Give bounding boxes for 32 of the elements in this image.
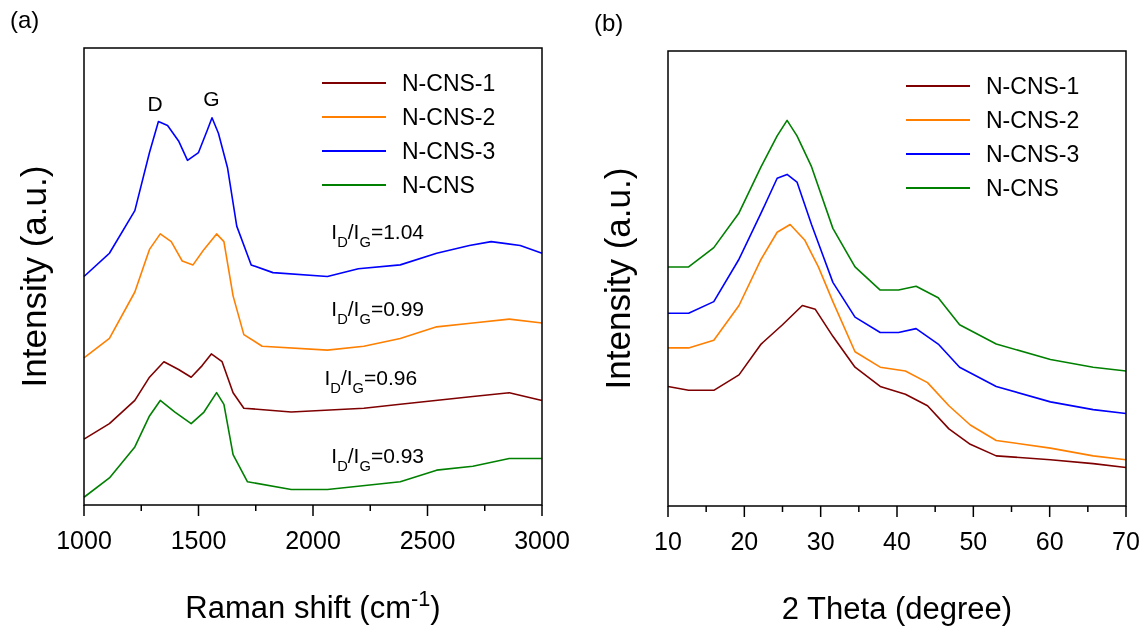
x-tick-label: 60 — [1035, 527, 1064, 555]
annotation: I$_{D}$/I$_{G}$=0.99 — [331, 297, 425, 328]
x-axis-title: Raman shift (cm$^{-1}$) — [185, 585, 441, 625]
x-tick-label: 30 — [806, 527, 835, 555]
text: D — [147, 91, 163, 115]
legend-label: N-CNS — [402, 172, 475, 198]
annotation: I$_{D}$/I$_{G}$=1.04 — [331, 219, 425, 250]
annotation: I$_{D}$/I$_{G}$=0.93 — [331, 443, 425, 474]
legend-label: N-CNS-3 — [986, 141, 1080, 167]
legend-label: N-CNS-1 — [986, 73, 1080, 99]
chart-title: (b) — [594, 9, 624, 36]
legend-label: N-CNS-3 — [402, 138, 496, 164]
x-tick-label: 50 — [959, 527, 988, 555]
annotation: I$_{D}$/I$_{G}$=0.96 — [324, 366, 418, 397]
x-tick-label: 1500 — [170, 526, 227, 554]
x-tick-label: 70 — [1112, 527, 1140, 555]
legend-label: N-CNS — [986, 175, 1059, 201]
x-tick-label: 3000 — [514, 526, 570, 554]
x-axis-title: 2 Theta (degree) — [781, 591, 1013, 626]
x-tick-label: 1000 — [56, 526, 112, 554]
y-axis-title: Intensity (a.u.) — [14, 165, 53, 388]
text: G — [203, 87, 220, 111]
y-axis-title: Intensity (a.u.) — [598, 167, 637, 390]
legend-label: N-CNS-2 — [402, 104, 496, 130]
x-tick-label: 20 — [730, 527, 759, 555]
legend-label: N-CNS-2 — [986, 107, 1080, 133]
x-tick-label: 2000 — [285, 526, 341, 554]
chart-title: (a) — [10, 6, 40, 33]
x-tick-label: 2500 — [399, 526, 456, 554]
x-tick-label: 10 — [654, 527, 682, 555]
x-tick-label: 40 — [883, 527, 911, 555]
legend-label: N-CNS-1 — [402, 70, 496, 96]
